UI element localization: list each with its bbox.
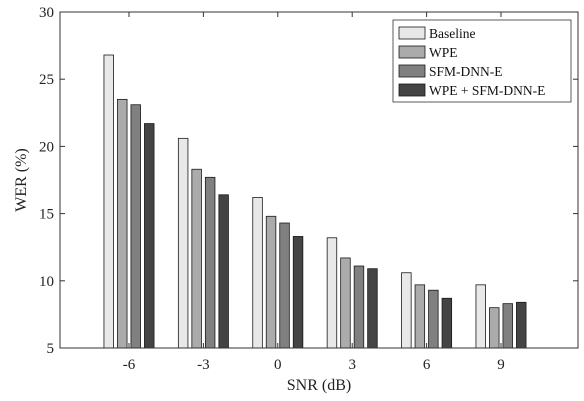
legend: Baseline WPE SFM-DNN-E WPE + SFM-DNN-E bbox=[392, 19, 572, 103]
bar-wpe-snr--3 bbox=[191, 168, 202, 349]
x-axis-title: SNR (dB) bbox=[287, 377, 351, 394]
bar-wpe-sfm-dnn-e-snr-9 bbox=[516, 301, 527, 349]
bar-wpe-sfm-dnn-e-snr-3 bbox=[367, 268, 378, 349]
bar-baseline-snr-3 bbox=[326, 237, 338, 349]
y-tick-label: 15 bbox=[39, 207, 54, 223]
bar-sfm-dnn-e-snr--3 bbox=[204, 176, 216, 349]
legend-swatch bbox=[398, 26, 426, 40]
bar-wpe-snr-0 bbox=[265, 215, 277, 349]
bar-sfm-dnn-e-snr-6 bbox=[428, 289, 439, 349]
bars-layer bbox=[103, 54, 527, 349]
x-tick-label: 3 bbox=[348, 357, 356, 373]
bar-wpe-sfm-dnn-e-snr-6 bbox=[441, 297, 453, 349]
y-tick-label: 5 bbox=[47, 341, 55, 357]
legend-swatch bbox=[398, 83, 426, 97]
bar-baseline-snr--3 bbox=[177, 137, 189, 349]
bar-sfm-dnn-e-snr--6 bbox=[130, 104, 141, 349]
bar-sfm-dnn-e-snr-9 bbox=[502, 303, 513, 349]
y-tick-label: 30 bbox=[39, 5, 54, 21]
bar-wpe-snr-9 bbox=[489, 307, 500, 349]
bar-wpe-snr-6 bbox=[414, 284, 426, 349]
bar-baseline-snr-6 bbox=[401, 272, 412, 349]
bar-sfm-dnn-e-snr-3 bbox=[353, 265, 365, 349]
legend-label: SFM-DNN-E bbox=[429, 64, 503, 79]
x-tick-label: -6 bbox=[123, 357, 136, 373]
legend-label: WPE bbox=[429, 45, 458, 60]
y-tick-label: 25 bbox=[39, 72, 54, 88]
legend-label: Baseline bbox=[429, 26, 476, 41]
bar-wpe-sfm-dnn-e-snr-0 bbox=[292, 236, 304, 349]
legend-swatch bbox=[398, 64, 426, 78]
x-tick-label: -3 bbox=[197, 357, 210, 373]
legend-label: WPE + SFM-DNN-E bbox=[429, 83, 545, 98]
x-tick-label: 6 bbox=[423, 357, 431, 373]
y-tick-label: 10 bbox=[39, 274, 54, 290]
bar-baseline-snr--6 bbox=[103, 54, 114, 349]
y-tick-label: 20 bbox=[39, 139, 54, 155]
bar-wpe-sfm-dnn-e-snr--3 bbox=[218, 194, 229, 349]
x-tick-label: 9 bbox=[497, 357, 505, 373]
ticks-layer: 5 10 15 20 25 30 -6 -3 0 3 6 9 bbox=[39, 5, 578, 373]
bar-wpe-snr--6 bbox=[117, 98, 128, 349]
y-axis-title: WER (%) bbox=[13, 148, 30, 212]
bar-baseline-snr-0 bbox=[252, 197, 263, 349]
bar-wpe-snr-3 bbox=[340, 257, 351, 349]
x-tick-label: 0 bbox=[274, 357, 282, 373]
bar-sfm-dnn-e-snr-0 bbox=[279, 222, 290, 349]
bar-wpe-sfm-dnn-e-snr--6 bbox=[144, 123, 155, 349]
bar-baseline-snr-9 bbox=[475, 284, 486, 349]
legend-swatch bbox=[398, 45, 426, 59]
plot-frame bbox=[59, 11, 579, 349]
